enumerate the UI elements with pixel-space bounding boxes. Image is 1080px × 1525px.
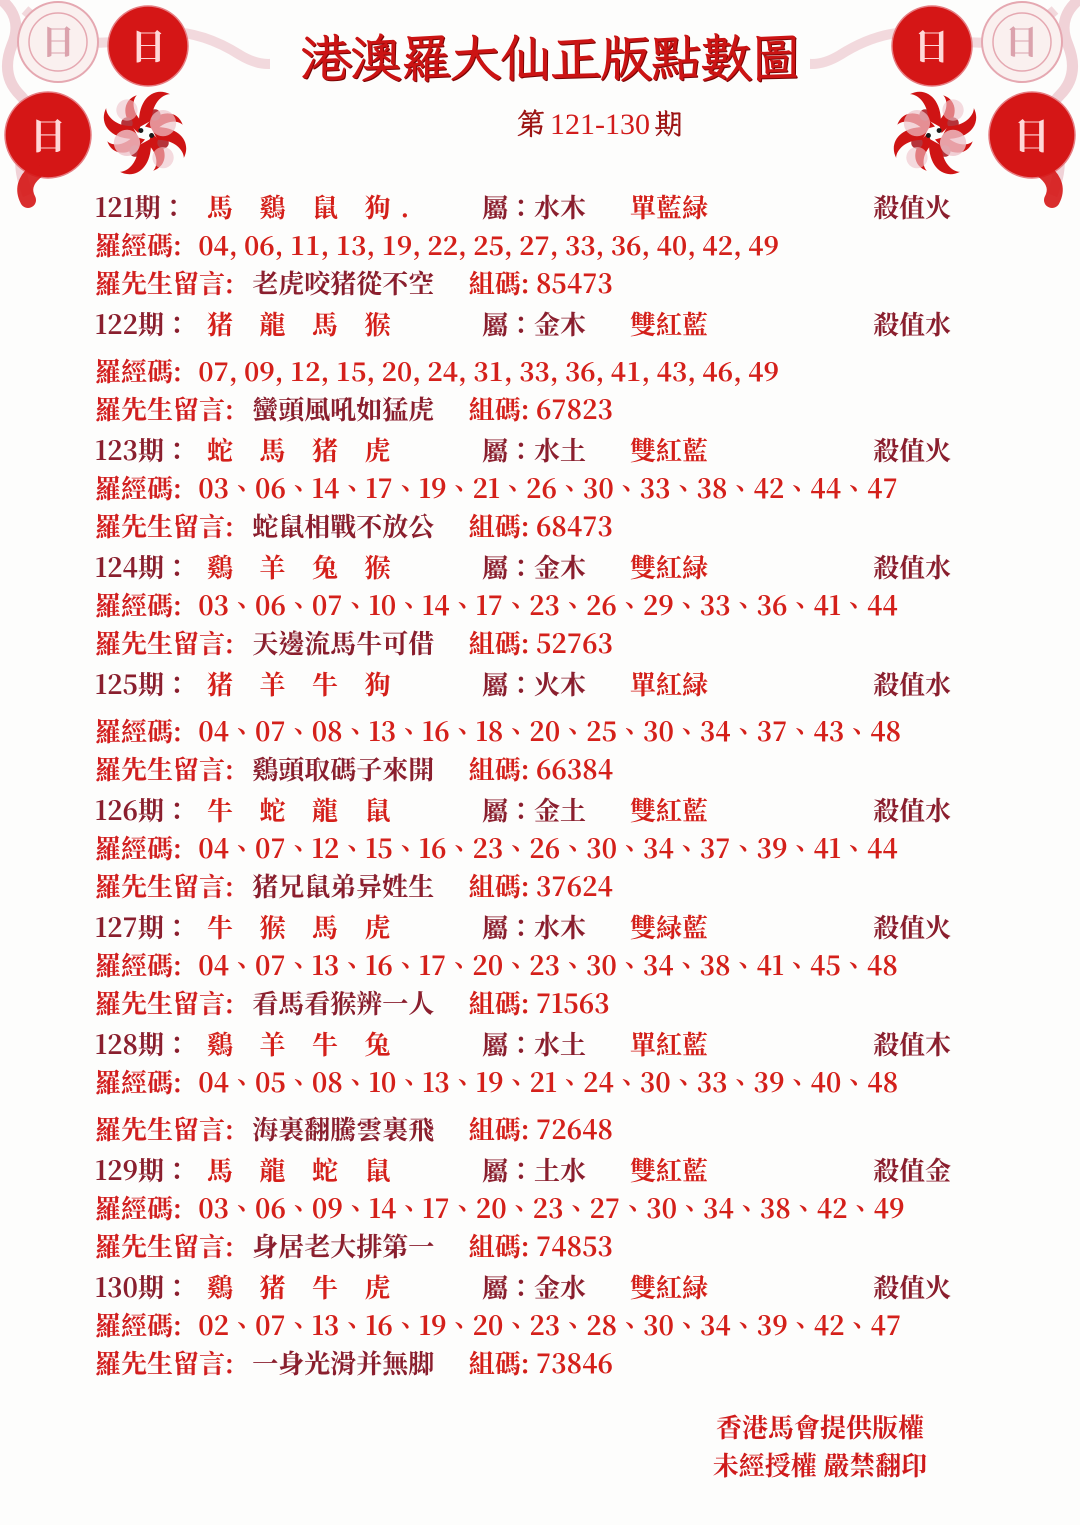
svg-text:日: 日 (1005, 15, 1039, 64)
svg-text:日: 日 (1014, 106, 1051, 160)
svg-text:日: 日 (130, 19, 166, 70)
svg-text:日: 日 (30, 106, 67, 160)
svg-text:日: 日 (914, 19, 950, 70)
svg-text:日: 日 (41, 15, 75, 64)
